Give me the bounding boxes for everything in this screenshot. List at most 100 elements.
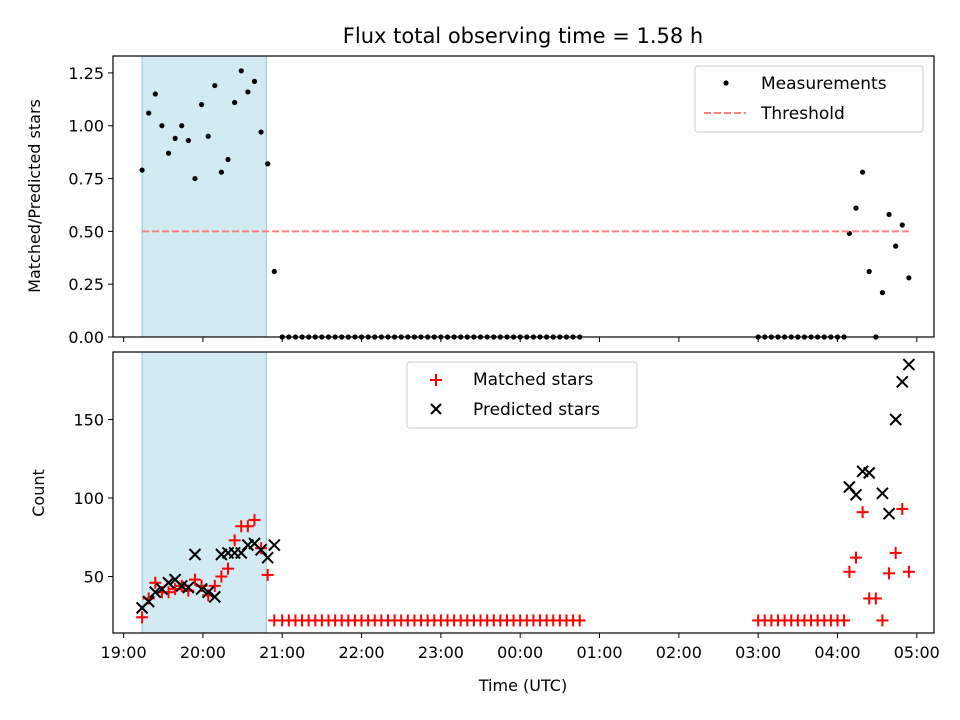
legend-threshold-label: Threshold	[760, 104, 845, 124]
legend-measurements-marker	[723, 80, 729, 86]
y-tick-label: 0.25	[68, 275, 104, 294]
measurement-point	[879, 290, 886, 296]
matched-point	[896, 502, 909, 515]
legend-predicted-label: Predicted stars	[473, 400, 600, 420]
bottom-legend-frame	[406, 361, 638, 429]
matched-point	[215, 570, 228, 583]
measurement-point	[232, 99, 238, 106]
x-tick-label: 00:00	[497, 643, 543, 662]
y-tick-label: 50	[84, 567, 104, 586]
measurement-point	[152, 91, 158, 97]
highlight-span	[141, 55, 267, 338]
measurement-point	[906, 275, 912, 281]
measurement-point	[165, 150, 172, 156]
predicted-point	[142, 595, 155, 608]
measurement-point	[146, 110, 152, 116]
measurement-point	[212, 82, 218, 89]
legend-predicted-marker	[430, 403, 442, 415]
chart-title: Flux total observing time = 1.58 h	[343, 24, 703, 48]
predicted-point	[882, 507, 896, 520]
matched-point	[573, 614, 586, 627]
measurement-point	[893, 243, 899, 249]
matched-point	[849, 551, 862, 564]
predicted-point	[182, 581, 195, 594]
matched-point	[883, 567, 896, 580]
measurement-point	[251, 78, 258, 84]
measurement-point	[179, 123, 185, 129]
measurement-point	[265, 161, 271, 167]
legend-matched-label: Matched stars	[473, 370, 593, 390]
legend-matched-marker	[430, 374, 442, 386]
measurement-point	[198, 101, 205, 108]
predicted-point	[863, 466, 876, 480]
measurement-point	[218, 169, 225, 175]
bottom-y-axis-label: Count	[29, 469, 48, 517]
predicted-point	[849, 488, 863, 502]
bottom-panel: 50 100 150 19:00 20:00 21:00 22:00 23:00 00:00 01…	[29, 351, 940, 695]
matched-point	[869, 592, 882, 605]
predicted-point	[188, 548, 202, 561]
legend-measurements-label: Measurements	[761, 74, 887, 94]
x-tick-label: 23:00	[418, 643, 464, 662]
y-tick-label: 0.50	[68, 222, 104, 241]
bottom-legend: Matched stars Predicted stars	[406, 361, 638, 429]
predicted-point	[149, 585, 162, 599]
measurement-point	[172, 135, 178, 141]
predicted-point	[268, 538, 281, 552]
predicted-point	[201, 585, 215, 599]
x-tick-label: 01:00	[576, 643, 622, 662]
measurement-point	[853, 205, 859, 211]
matched-point	[843, 565, 856, 578]
top-panel: 0.00 0.25 0.50 0.75 1.00 1.25 Matched/Predict…	[25, 55, 935, 347]
top-y-axis-label: Matched/Predicted stars	[25, 99, 44, 293]
measurement-point	[185, 137, 191, 144]
measurement-point	[192, 175, 198, 182]
predicted-point	[889, 413, 902, 426]
axes-frame	[112, 55, 935, 338]
y-tick-label: 100	[73, 489, 104, 508]
matched-point	[838, 614, 851, 627]
matched-point	[248, 513, 261, 526]
axes-frame	[112, 351, 935, 634]
predicted-point	[896, 375, 909, 389]
x-axis-label: Time (UTC)	[478, 676, 567, 695]
predicted-point	[261, 551, 274, 564]
measurement-point	[159, 123, 165, 129]
measurement-point	[225, 156, 231, 163]
x-tick-label: 04:00	[814, 643, 860, 662]
y-tick-label: 1.25	[68, 64, 104, 83]
matched-point	[261, 568, 274, 581]
measurement-point	[886, 211, 892, 218]
matched-point	[876, 614, 889, 627]
matched-point	[241, 520, 254, 533]
matched-point	[136, 611, 149, 624]
measurement-point	[258, 129, 264, 135]
predicted-point	[162, 576, 175, 589]
measurement-point	[205, 133, 211, 139]
matched-point	[889, 546, 902, 559]
predicted-point	[876, 487, 889, 500]
matched-point	[856, 506, 869, 519]
x-tick-label: 02:00	[656, 643, 702, 662]
predicted-point	[208, 590, 222, 604]
y-tick-label: 150	[73, 411, 104, 430]
x-tick-label: 05:00	[894, 643, 940, 662]
x-tick-label: 03:00	[735, 643, 781, 662]
measurement-point	[271, 268, 277, 275]
measurement-point	[860, 169, 866, 175]
matched-point	[208, 579, 221, 592]
x-tick-label: 21:00	[259, 643, 305, 662]
matched-point	[188, 573, 201, 586]
matched-point	[222, 562, 235, 575]
predicted-point	[902, 358, 916, 371]
top-legend-frame	[694, 65, 924, 133]
measurement-point	[245, 89, 251, 95]
predicted-point	[195, 582, 208, 596]
measurement-point	[238, 68, 244, 74]
top-legend: Measurements Threshold	[694, 65, 924, 133]
matched-point	[149, 576, 162, 589]
x-tick-label: 20:00	[180, 643, 226, 662]
matched-point	[902, 565, 915, 578]
y-tick-label: 1.00	[68, 117, 104, 136]
